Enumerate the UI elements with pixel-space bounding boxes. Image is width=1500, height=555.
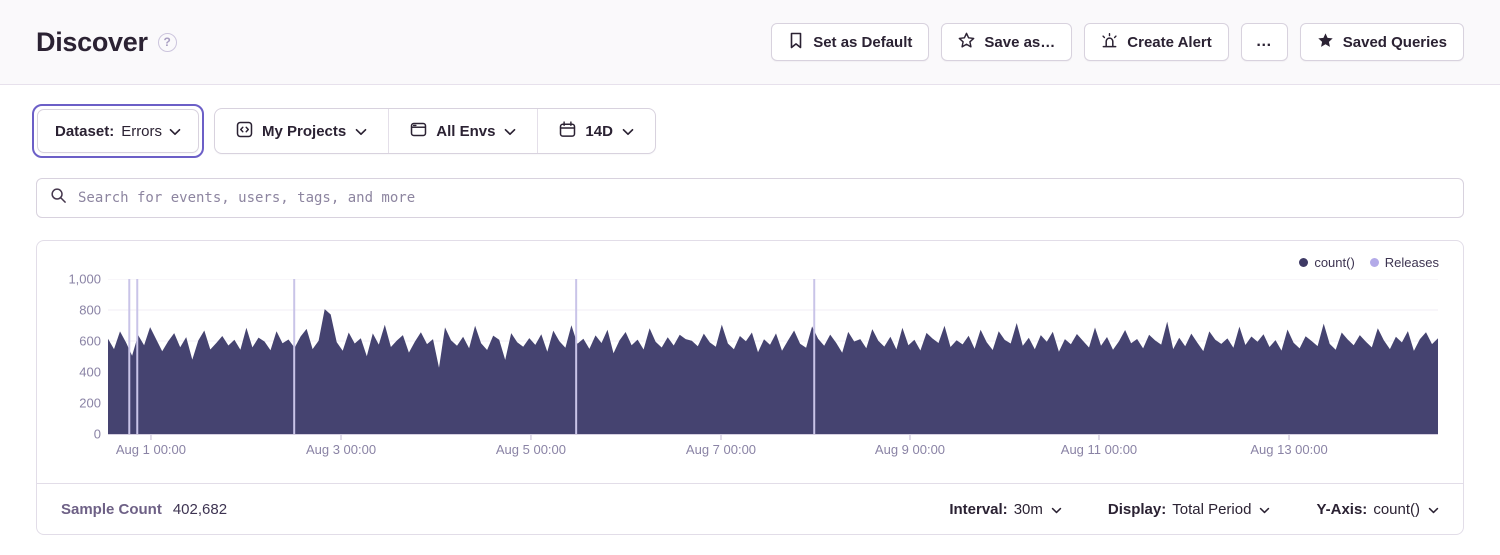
legend-item-releases[interactable]: Releases xyxy=(1369,255,1439,270)
search-icon xyxy=(50,187,67,209)
header-actions: Set as Default Save as… Create Alert … xyxy=(771,23,1464,61)
legend-label: count() xyxy=(1314,255,1355,270)
page-filters-group: My Projects All Envs xyxy=(214,108,656,154)
x-tick-label: Aug 7 00:00 xyxy=(685,442,757,457)
button-label: Create Alert xyxy=(1127,33,1212,51)
set-as-default-button[interactable]: Set as Default xyxy=(771,23,930,61)
y-tick-label: 400 xyxy=(79,364,101,380)
saved-queries-button[interactable]: Saved Queries xyxy=(1299,23,1464,61)
page-title: Discover xyxy=(36,26,148,57)
chevron-down-icon xyxy=(1428,501,1439,518)
x-axis-labels: Aug 1 00:00 Aug 3 00:00 Aug 5 00:00 Aug 7 0… xyxy=(108,442,1438,462)
x-tick-label: Aug 3 00:00 xyxy=(305,442,377,457)
x-tick-label: Aug 5 00:00 xyxy=(495,442,566,457)
chevron-down-icon xyxy=(169,123,181,140)
area-chart xyxy=(108,278,1438,440)
y-tick-label: 1,000 xyxy=(68,271,101,287)
display-value: Total Period xyxy=(1172,500,1252,518)
chart-area: count() Releases 0 200 400 600 800 1,000 Aug … xyxy=(37,241,1463,483)
more-options-button[interactable]: … xyxy=(1240,23,1288,61)
search-input[interactable] xyxy=(76,189,1450,207)
help-icon[interactable]: ? xyxy=(157,32,177,52)
dataset-highlight-outline: Dataset: Errors xyxy=(32,104,205,158)
button-label: Save as… xyxy=(984,33,1056,51)
count-series-dot xyxy=(1299,258,1309,267)
search-row xyxy=(36,178,1464,218)
y-tick-label: 800 xyxy=(79,302,101,318)
display-label: Display: xyxy=(1107,500,1167,518)
search-box[interactable] xyxy=(36,178,1464,218)
interval-dropdown[interactable]: Interval: 30m xyxy=(949,501,1062,518)
projects-icon xyxy=(236,121,253,142)
chevron-down-icon xyxy=(355,123,367,140)
siren-icon xyxy=(1101,32,1118,53)
button-label: Set as Default xyxy=(813,33,913,51)
yaxis-value: count() xyxy=(1373,500,1420,518)
interval-label: Interval: xyxy=(949,500,1008,518)
legend-label: Releases xyxy=(1384,255,1439,270)
display-dropdown[interactable]: Display: Total Period xyxy=(1108,501,1271,518)
chevron-down-icon xyxy=(1259,501,1270,518)
chevron-down-icon xyxy=(504,123,516,140)
x-tick-label: Aug 13 00:00 xyxy=(1250,442,1328,457)
star-outline-icon xyxy=(958,32,975,53)
dataset-value: Errors xyxy=(121,122,163,140)
environments-dropdown[interactable]: All Envs xyxy=(388,109,537,153)
releases-series-dot xyxy=(1369,258,1379,267)
button-label: Saved Queries xyxy=(1342,33,1447,51)
create-alert-button[interactable]: Create Alert xyxy=(1084,23,1229,61)
sample-count: Sample Count 402,682 xyxy=(61,501,227,518)
ellipsis-icon: … xyxy=(1255,33,1273,50)
date-range-value: 14D xyxy=(585,122,613,140)
y-tick-label: 200 xyxy=(79,395,101,411)
dataset-dropdown[interactable]: Dataset: Errors xyxy=(37,109,200,153)
chevron-down-icon xyxy=(1051,501,1062,518)
interval-value: 30m xyxy=(1013,500,1043,518)
chart-panel-footer: Sample Count 402,682 Interval: 30m Displ… xyxy=(37,483,1463,534)
y-tick-label: 0 xyxy=(93,426,101,442)
calendar-icon xyxy=(559,120,576,142)
yaxis-dropdown[interactable]: Y-Axis: count() xyxy=(1316,501,1439,518)
chevron-down-icon xyxy=(622,123,634,140)
y-axis-labels: 0 200 400 600 800 1,000 xyxy=(37,241,101,483)
star-filled-icon xyxy=(1317,32,1334,53)
time-series-plot[interactable] xyxy=(108,278,1438,446)
x-tick-label: Aug 9 00:00 xyxy=(874,442,946,457)
bookmark-icon xyxy=(788,32,804,53)
sample-count-label: Sample Count xyxy=(61,500,162,518)
chart-legend: count() Releases xyxy=(1299,255,1439,270)
environments-value: All Envs xyxy=(436,122,496,140)
page-header: Discover ? Set as Default Save as… Creat xyxy=(0,0,1500,85)
projects-value: My Projects xyxy=(262,122,347,140)
dataset-label: Dataset: xyxy=(55,122,115,140)
save-as-button[interactable]: Save as… xyxy=(941,23,1073,61)
filter-bar: Dataset: Errors My Projects xyxy=(32,104,1464,158)
y-tick-label: 600 xyxy=(79,333,101,349)
yaxis-label: Y-Axis: xyxy=(1316,500,1368,518)
x-tick-label: Aug 1 00:00 xyxy=(115,442,187,457)
events-chart-panel: count() Releases 0 200 400 600 800 1,000 Aug … xyxy=(36,240,1464,535)
window-icon xyxy=(410,121,427,142)
date-range-dropdown[interactable]: 14D xyxy=(537,109,655,153)
projects-dropdown[interactable]: My Projects xyxy=(215,109,388,153)
chart-controls: Interval: 30m Display: Total Period Y-Ax… xyxy=(949,501,1439,518)
legend-item-count[interactable]: count() xyxy=(1299,255,1355,270)
sample-count-value: 402,682 xyxy=(172,500,228,518)
x-tick-label: Aug 11 00:00 xyxy=(1060,442,1138,457)
